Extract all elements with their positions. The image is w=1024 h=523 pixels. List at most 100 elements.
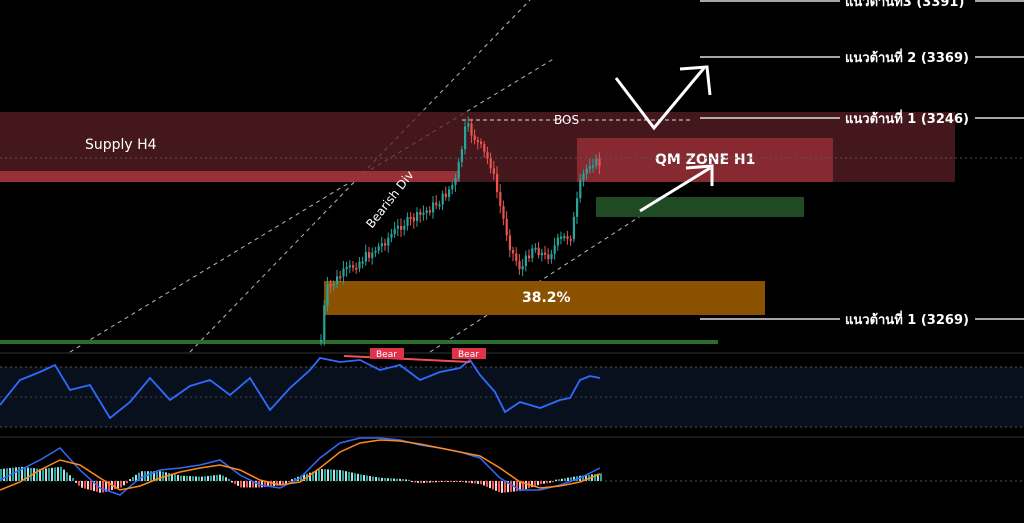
macd-bar xyxy=(522,481,524,491)
candle xyxy=(505,218,508,236)
qm-zone xyxy=(577,138,833,182)
candle xyxy=(400,225,403,230)
candle xyxy=(393,228,396,235)
macd-bar xyxy=(360,474,362,481)
candle xyxy=(531,248,534,259)
macd-bar xyxy=(171,473,173,481)
macd-bar xyxy=(483,481,485,486)
macd-bar xyxy=(558,479,560,481)
candle xyxy=(425,210,428,213)
macd-bar xyxy=(120,481,122,488)
macd-bar xyxy=(57,467,59,481)
macd-bar xyxy=(105,481,107,492)
macd-bar xyxy=(195,476,197,481)
candle xyxy=(585,168,588,174)
candle xyxy=(467,123,470,127)
candle xyxy=(409,217,412,220)
macd-bar xyxy=(516,481,518,492)
candle xyxy=(387,237,390,246)
macd-bar xyxy=(543,481,545,484)
candle xyxy=(412,217,415,221)
macd-bar xyxy=(564,478,566,481)
macd-bar xyxy=(21,466,23,481)
macd-bar xyxy=(198,476,200,481)
level-label-3: แนวต้านที3 (3391) xyxy=(845,0,964,10)
macd-bar xyxy=(183,475,185,481)
macd-bar xyxy=(69,475,71,481)
bear-badge-2 xyxy=(452,348,486,359)
candle xyxy=(432,202,435,213)
macd-bar xyxy=(279,481,281,486)
candle xyxy=(448,189,451,197)
candle xyxy=(377,246,380,251)
candle xyxy=(320,339,323,342)
macd-bar xyxy=(600,473,602,481)
macd-bar xyxy=(39,468,41,481)
bear-badge-1 xyxy=(370,348,404,359)
macd-bar xyxy=(123,481,125,486)
macd-bar xyxy=(93,481,95,492)
macd-bar xyxy=(132,476,134,481)
macd-bar xyxy=(534,481,536,487)
candles xyxy=(320,116,601,346)
macd-bar xyxy=(399,478,401,481)
macd-bar xyxy=(42,468,44,481)
macd-bar xyxy=(6,468,8,481)
macd-line xyxy=(0,437,601,496)
candle xyxy=(470,123,473,136)
candle xyxy=(473,135,476,141)
macd-bar xyxy=(552,481,554,483)
macd-bar xyxy=(267,481,269,487)
candle xyxy=(460,149,463,163)
macd-bar xyxy=(324,469,326,481)
candle xyxy=(332,283,335,286)
macd-bar xyxy=(489,481,491,489)
macd-bar xyxy=(129,479,131,481)
macd-bar xyxy=(126,481,128,484)
macd-bar xyxy=(429,481,431,483)
macd-bar xyxy=(333,469,335,481)
macd-bar xyxy=(168,472,170,481)
candle xyxy=(438,204,441,207)
macd-bar xyxy=(192,476,194,481)
macd-bar xyxy=(141,471,143,481)
candle xyxy=(486,151,489,159)
candle xyxy=(502,205,505,219)
macd-bar xyxy=(501,481,503,493)
macd-bar xyxy=(225,477,227,481)
macd-bar xyxy=(270,481,272,487)
macd-bar xyxy=(387,478,389,481)
macd-bar xyxy=(477,481,479,484)
macd-bar xyxy=(249,481,251,488)
demand-zone xyxy=(596,197,804,217)
macd-bar xyxy=(519,481,521,491)
macd-bar xyxy=(45,468,47,481)
macd-bar xyxy=(336,469,338,481)
macd-bar xyxy=(66,472,68,481)
macd-bar xyxy=(174,474,176,481)
macd-bar xyxy=(402,479,404,481)
up-arrow-top xyxy=(614,67,706,131)
macd-bar xyxy=(240,481,242,488)
macd-bar xyxy=(540,481,542,485)
macd-bar xyxy=(252,481,254,488)
candle xyxy=(323,305,326,340)
signal-line xyxy=(0,439,601,491)
macd-bar xyxy=(345,471,347,481)
candle xyxy=(595,158,598,166)
macd-bar xyxy=(432,481,434,483)
macd-bar xyxy=(357,473,359,481)
candle xyxy=(524,255,527,267)
candle xyxy=(451,184,454,190)
candle xyxy=(550,253,553,260)
macd-bar xyxy=(450,481,452,482)
macd-bar xyxy=(570,477,572,481)
macd-bar xyxy=(99,481,101,493)
fib-zone xyxy=(324,281,765,315)
candle xyxy=(540,252,543,256)
macd-bar xyxy=(366,475,368,481)
macd-bar xyxy=(294,477,296,481)
candle xyxy=(348,265,351,268)
candle xyxy=(371,252,374,258)
level-label-1-low: แนวต้านที่ 1 (3269) xyxy=(845,310,969,328)
